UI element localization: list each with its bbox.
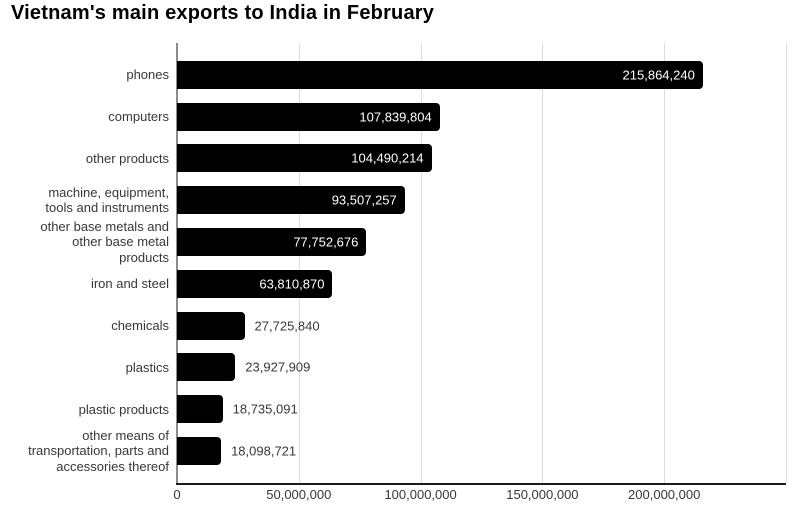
gridline [664, 43, 666, 483]
x-axis-tick-label: 150,000,000 [506, 487, 579, 502]
bar-value-label: 18,735,091 [232, 401, 298, 417]
category-label: chemicals [111, 317, 169, 333]
bar: 63,810,870 [177, 269, 333, 298]
category-label: phones [126, 67, 169, 83]
plot-area: 215,864,240 107,839,804 104,490,214 93,507,… [176, 43, 787, 485]
category-label: plastics [125, 359, 169, 375]
category-label: machine, equipment, tools and instrument… [45, 184, 169, 216]
bar-value-label: 18,098,721 [231, 443, 297, 459]
bar-rows: 215,864,240 107,839,804 104,490,214 93,507,… [177, 54, 786, 472]
bar-row: 23,927,909 [177, 347, 786, 389]
x-axis-ticks: 0 50,000,000 100,000,000 150,000,000 200,000… [173, 487, 786, 505]
bar-value-label: 77,752,676 [293, 234, 359, 250]
gridline [298, 43, 300, 483]
bar [177, 395, 223, 424]
bar-value-label: 215,864,240 [622, 67, 695, 83]
bar-row: 93,507,257 [177, 179, 786, 221]
bar-row: 63,810,870 [177, 263, 786, 305]
category-label: iron and steel [90, 276, 169, 292]
bar: 107,839,804 [177, 102, 440, 131]
gridline [786, 43, 787, 483]
bar-value-label: 23,927,909 [245, 359, 311, 375]
bar-row: 18,098,721 [177, 430, 786, 472]
bar: 77,752,676 [177, 228, 367, 257]
bar [177, 353, 236, 382]
bar [177, 311, 245, 340]
bar-value-label: 63,810,870 [259, 276, 325, 292]
bar: 104,490,214 [177, 144, 432, 173]
bar-value-label: 104,490,214 [351, 150, 424, 166]
bar-value-label: 27,725,840 [254, 318, 320, 334]
y-axis-line [176, 43, 178, 483]
gridlines [177, 43, 787, 483]
x-axis-tick-label: 100,000,000 [384, 487, 457, 502]
category-axis-labels: phones computers other products machine, eq… [0, 54, 169, 474]
bar-row: 215,864,240 [177, 54, 786, 96]
bar-row: 104,490,214 [177, 138, 786, 180]
x-axis-tick-label: 200,000,000 [628, 487, 701, 502]
category-label: other means of transportation, parts and… [28, 427, 169, 474]
bar-row: 18,735,091 [177, 388, 786, 430]
category-label: other base metals and other base metal p… [40, 218, 169, 265]
category-label: computers [108, 108, 169, 124]
bar-row: 77,752,676 [177, 221, 786, 263]
bar: 215,864,240 [177, 60, 703, 89]
bar [177, 437, 222, 466]
chart-title: Vietnam's main exports to India in Febru… [11, 2, 435, 24]
bar-row: 27,725,840 [177, 305, 786, 347]
gridline [542, 43, 544, 483]
gridline [420, 43, 422, 483]
bar: 93,507,257 [177, 186, 405, 215]
x-axis-tick-label: 0 [173, 487, 181, 502]
bar-row: 107,839,804 [177, 96, 786, 138]
category-label: plastic products [78, 401, 169, 417]
bar-value-label: 107,839,804 [359, 109, 432, 125]
x-axis-tick-label: 50,000,000 [266, 487, 332, 502]
x-axis-baseline [176, 483, 786, 485]
category-label: other products [85, 150, 169, 166]
bar-value-label: 93,507,257 [331, 192, 397, 208]
